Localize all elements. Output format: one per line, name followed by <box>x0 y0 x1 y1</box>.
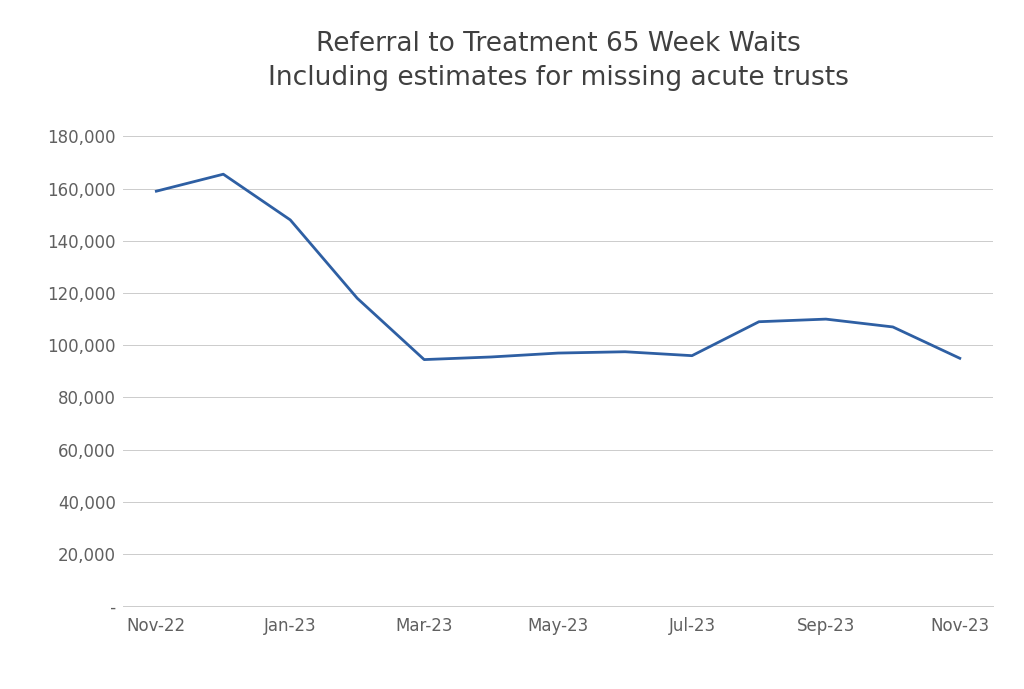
Title: Referral to Treatment 65 Week Waits
Including estimates for missing acute trusts: Referral to Treatment 65 Week Waits Incl… <box>267 31 849 91</box>
